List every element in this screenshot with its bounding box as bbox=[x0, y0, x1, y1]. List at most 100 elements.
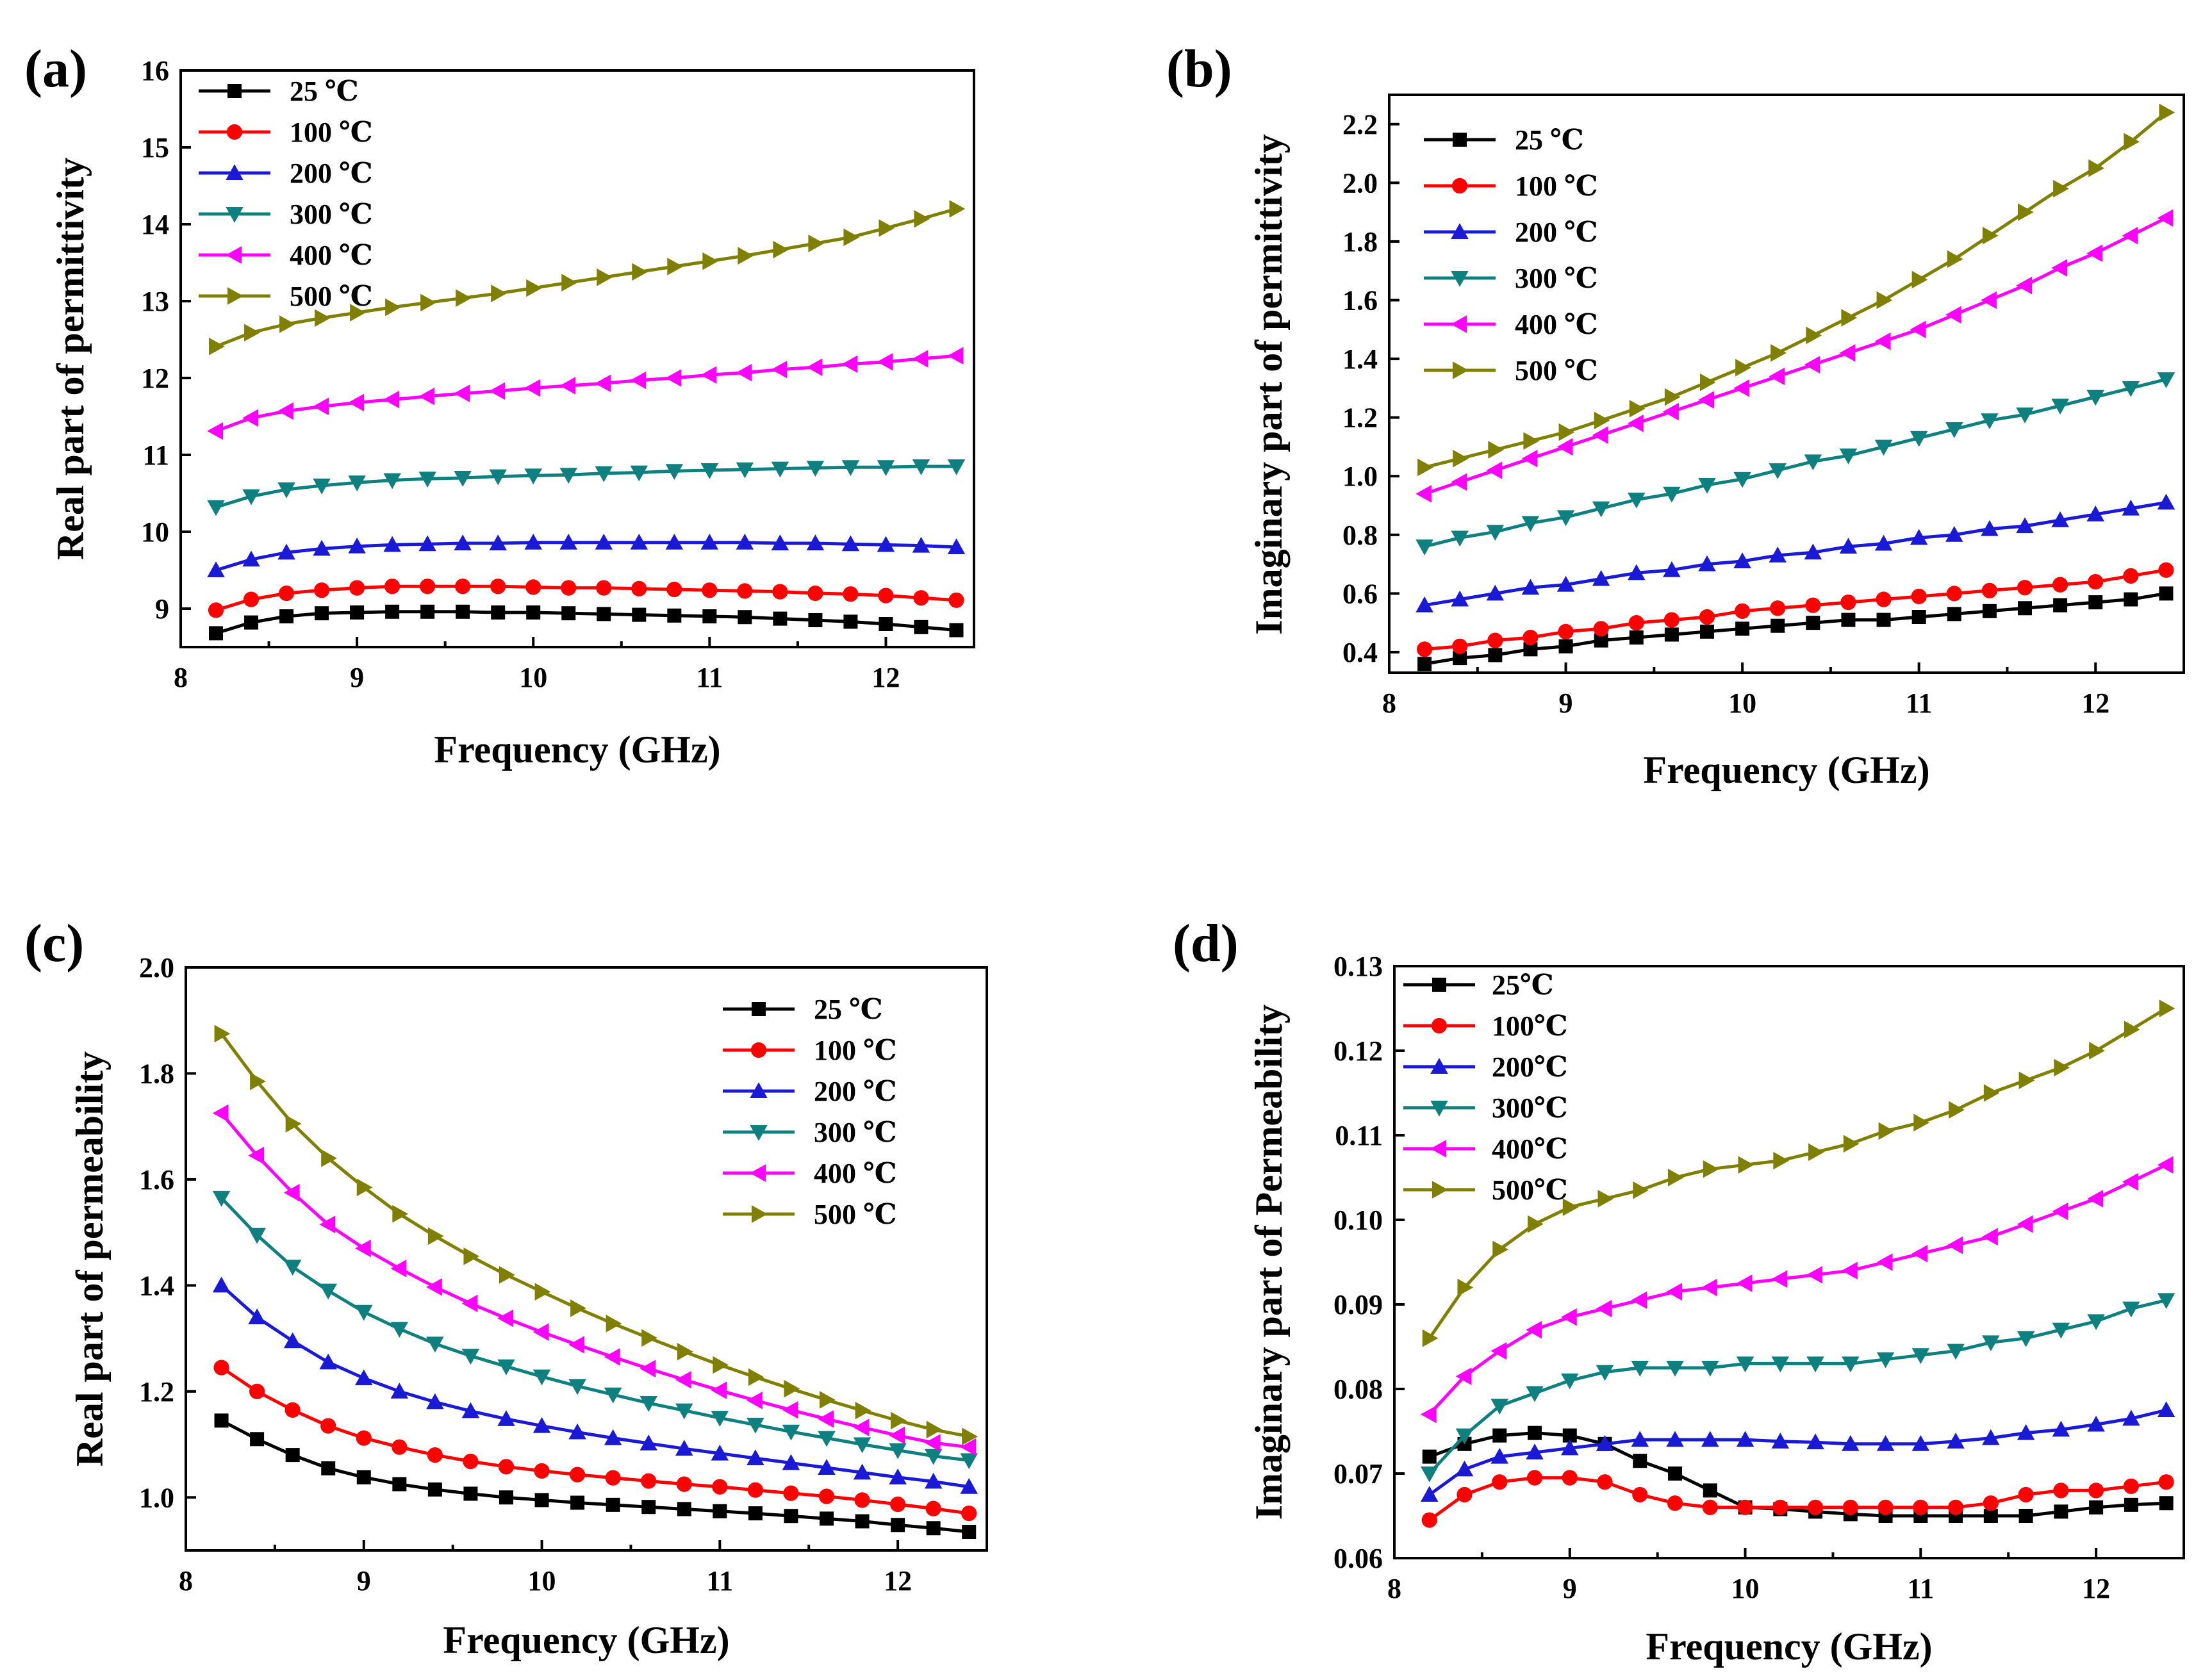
data-point bbox=[525, 579, 541, 595]
data-point bbox=[1911, 588, 1927, 605]
data-point bbox=[2122, 1301, 2140, 1318]
y-axis-title: Imaginary part of Permeability bbox=[1248, 1005, 1290, 1520]
data-point bbox=[1521, 579, 1540, 595]
data-point bbox=[891, 1518, 905, 1532]
data-point bbox=[595, 534, 613, 550]
data-point bbox=[1876, 1435, 1895, 1451]
data-point bbox=[461, 1349, 480, 1365]
data-point bbox=[2157, 493, 2175, 510]
data-point bbox=[243, 591, 260, 607]
data-point bbox=[1770, 344, 1787, 362]
data-point bbox=[782, 1424, 800, 1441]
legend-label: 400 ℃ bbox=[1515, 309, 1598, 340]
data-point bbox=[489, 382, 506, 400]
data-point bbox=[1592, 426, 1608, 444]
data-point bbox=[1947, 1343, 1965, 1360]
data-point bbox=[461, 1402, 480, 1418]
data-point bbox=[285, 1448, 300, 1463]
data-point bbox=[2016, 407, 2034, 423]
data-point bbox=[853, 1437, 871, 1454]
data-point bbox=[1558, 423, 1575, 441]
data-point bbox=[1982, 1429, 2000, 1445]
data-point bbox=[1526, 1470, 1543, 1486]
legend-entry-200: 200℃ bbox=[1403, 1051, 1568, 1083]
data-point bbox=[1417, 641, 1433, 657]
data-point bbox=[711, 1411, 729, 1427]
data-point bbox=[604, 1429, 622, 1445]
data-point bbox=[855, 1401, 871, 1420]
data-point bbox=[1668, 1169, 1684, 1187]
data-point bbox=[348, 475, 366, 491]
data-point bbox=[2054, 1504, 2068, 1519]
data-point bbox=[213, 1360, 229, 1376]
data-point bbox=[630, 465, 648, 482]
legend-entry-25: 25℃ bbox=[1403, 969, 1554, 1001]
x-tick-label: 9 bbox=[350, 662, 364, 693]
data-point bbox=[2052, 577, 2068, 593]
data-point bbox=[561, 580, 577, 596]
data-point bbox=[1492, 1240, 1509, 1258]
data-point bbox=[605, 1470, 621, 1486]
series-line bbox=[1428, 1298, 2167, 1475]
data-point bbox=[524, 468, 542, 485]
x-tick-label: 12 bbox=[2082, 1573, 2110, 1604]
data-point bbox=[355, 1239, 371, 1258]
data-point bbox=[1455, 1367, 1472, 1385]
data-point bbox=[1632, 1486, 1648, 1503]
legend-label: 300℃ bbox=[1492, 1092, 1568, 1124]
data-point bbox=[454, 534, 472, 550]
data-point bbox=[1804, 454, 1822, 471]
data-point bbox=[1769, 463, 1787, 479]
legend-marker bbox=[1432, 1181, 1448, 1199]
data-point bbox=[1876, 612, 1891, 627]
data-point bbox=[277, 482, 295, 498]
data-point bbox=[1874, 332, 1891, 350]
data-point bbox=[383, 536, 401, 552]
x-tick-label: 11 bbox=[697, 662, 723, 693]
data-point bbox=[1628, 415, 1644, 432]
data-point bbox=[1422, 1449, 1437, 1464]
legend-entry-400: 400℃ bbox=[1403, 1133, 1568, 1165]
data-point bbox=[1735, 359, 1751, 377]
data-point bbox=[1910, 320, 1926, 339]
data-point bbox=[1592, 501, 1610, 518]
legend-entry-25: 25 ℃ bbox=[199, 76, 359, 107]
data-point bbox=[808, 613, 823, 627]
data-point bbox=[604, 1387, 622, 1404]
data-point bbox=[1983, 1509, 1998, 1523]
data-point bbox=[212, 1276, 231, 1293]
data-point bbox=[747, 1392, 763, 1409]
data-point bbox=[665, 369, 682, 387]
data-point bbox=[1417, 657, 1432, 671]
legend-label: 300 ℃ bbox=[814, 1117, 897, 1148]
data-point bbox=[1663, 402, 1679, 421]
series-200 bbox=[1416, 493, 2175, 612]
y-tick-label: 12 bbox=[141, 363, 169, 394]
legend-marker bbox=[1451, 315, 1467, 333]
data-point bbox=[355, 1369, 373, 1386]
data-point bbox=[641, 1500, 656, 1515]
data-point bbox=[2088, 573, 2104, 590]
data-point bbox=[1946, 586, 1962, 602]
chart-panel-a: 8 9 10 11 12 9 10 11 12 13 14 15 16 (a) Frequency (GHz… bbox=[24, 39, 975, 771]
data-point bbox=[313, 397, 329, 416]
data-point bbox=[640, 1396, 657, 1412]
data-point bbox=[641, 1329, 657, 1347]
data-point bbox=[1452, 638, 1468, 654]
data-point bbox=[2158, 1474, 2174, 1490]
data-point bbox=[806, 534, 825, 550]
data-point bbox=[961, 1505, 977, 1522]
data-point bbox=[606, 1497, 620, 1512]
series-300 bbox=[212, 1190, 978, 1470]
data-point bbox=[1947, 1499, 1964, 1515]
x-tick-label: 8 bbox=[179, 1565, 193, 1597]
data-point bbox=[209, 338, 225, 356]
series-100 bbox=[208, 579, 964, 618]
series-300 bbox=[1421, 1293, 2175, 1483]
series-200 bbox=[212, 1276, 978, 1494]
legend-marker bbox=[1431, 1017, 1448, 1034]
data-point bbox=[632, 263, 648, 281]
data-point bbox=[390, 1383, 409, 1399]
data-point bbox=[1911, 1245, 1928, 1263]
x-tick-label: 9 bbox=[1563, 1573, 1577, 1604]
